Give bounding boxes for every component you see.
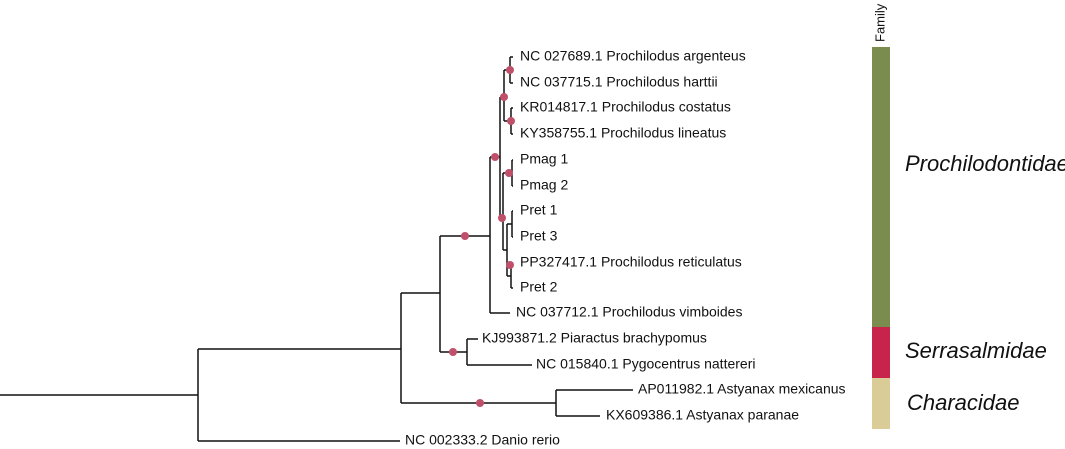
node-dot: [476, 399, 484, 407]
tip-label: KX609386.1 Astyanax paranae: [606, 407, 799, 423]
node-dot: [506, 261, 514, 269]
tip-label: AP011982.1 Astyanax mexicanus: [638, 381, 846, 397]
node-dot: [491, 153, 499, 161]
node-dot: [461, 232, 469, 240]
tip-label: Pret 1: [520, 202, 558, 218]
tip-label: Pmag 2: [520, 177, 568, 193]
support-dots: [449, 66, 515, 407]
node-dot: [505, 169, 513, 177]
tip-label: NC 037715.1 Prochilodus harttii: [520, 74, 718, 90]
family-header: Family: [872, 3, 887, 42]
tip-label: NC 037712.1 Prochilodus vimboides: [516, 304, 742, 320]
tip-label: Pret 2: [520, 279, 558, 295]
tip-label: Pret 3: [520, 228, 558, 244]
tip-label: NC 002333.2 Danio rerio: [405, 432, 560, 448]
tip-label: NC 027689.1 Prochilodus argenteus: [520, 48, 746, 64]
family-label: Prochilodontidae: [905, 151, 1065, 176]
family-bar: [872, 47, 890, 327]
node-dot: [507, 117, 515, 125]
tip-label: KY358755.1 Prochilodus lineatus: [520, 125, 726, 141]
node-dot: [506, 66, 514, 74]
tip-label: PP327417.1 Prochilodus reticulatus: [520, 254, 742, 270]
family-label: Characidae: [907, 390, 1020, 415]
tip-label: KR014817.1 Prochilodus costatus: [520, 99, 731, 115]
tip-label: NC 015840.1 Pygocentrus nattereri: [536, 356, 755, 372]
family-bar: [872, 378, 890, 429]
node-dot: [449, 348, 457, 356]
family-bar: [872, 327, 890, 378]
tip-label: Pmag 1: [520, 151, 568, 167]
node-dot: [498, 214, 506, 222]
tip-label: KJ993871.2 Piaractus brachypomus: [482, 330, 707, 346]
family-label: Serrasalmidae: [905, 338, 1047, 363]
node-dot: [500, 93, 508, 101]
